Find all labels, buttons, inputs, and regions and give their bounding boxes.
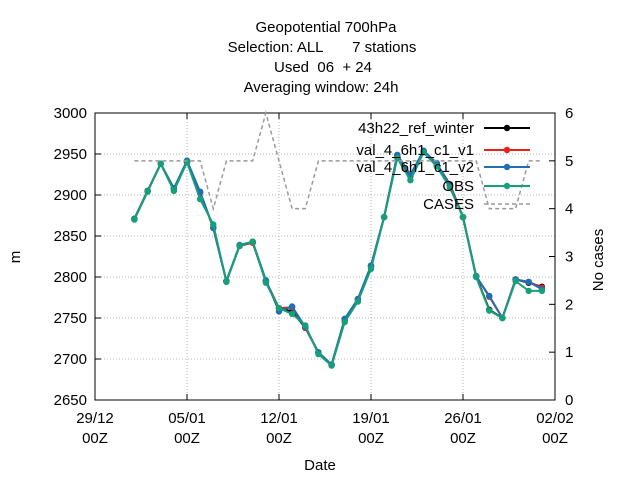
data-point (472, 273, 480, 281)
legend-label: CASES (423, 196, 474, 213)
x-axis-ticks: 29/12 00Z 05/01 00Z 12/01 00Z 19/01 00Z 26/01 00Z… (76, 113, 574, 447)
data-point (341, 318, 348, 326)
data-point (288, 310, 296, 318)
x-tick-label-date: 26/01 (444, 410, 482, 427)
y-tick-label: 3000 (54, 105, 87, 122)
data-point (380, 213, 388, 221)
legend-marker (503, 163, 511, 171)
data-point (446, 184, 454, 191)
legend-label: 43h22_ref_winter (358, 120, 474, 137)
data-point (157, 160, 164, 167)
data-point (420, 149, 427, 156)
data-point (328, 362, 335, 369)
legend-marker (503, 124, 511, 132)
data-point (459, 213, 467, 221)
y2-axis-label: No cases (590, 229, 607, 292)
x-tick-label-time: 00Z (358, 430, 384, 447)
data-point (223, 278, 230, 286)
y-tick-label: 2900 (54, 187, 87, 204)
data-point (249, 238, 256, 245)
data-point (170, 187, 178, 195)
x-axis-label: Date (304, 457, 336, 474)
series-4 (134, 110, 542, 212)
x-tick-label-time: 00Z (82, 430, 108, 447)
data-point (433, 163, 440, 170)
y2-tick-label: 0 (565, 392, 573, 409)
title-line-2: Selection: ALL 7 stations (228, 39, 417, 56)
data-point (131, 216, 138, 223)
grid (95, 113, 555, 400)
x-tick-label-date: 05/01 (168, 410, 206, 427)
title-line-1: Geopotential 700hPa (256, 19, 398, 36)
chart-title: Geopotential 700hPa Selection: ALL 7 sta… (228, 19, 417, 96)
legend-label: val_4_6h1_c1_v2 (356, 159, 474, 176)
y-tick-label: 2850 (54, 228, 87, 245)
legend-label: OBS (442, 178, 474, 195)
y-tick-label: 2800 (54, 269, 87, 286)
x-tick-label-date: 02/02 (536, 410, 574, 427)
series-line (133, 149, 543, 367)
data-point (525, 278, 532, 286)
data-point (407, 177, 414, 184)
data-point (315, 350, 322, 358)
axes (94, 112, 556, 401)
legend: 43h22_ref_winter val_4_6h1_c1_v1val_4_6h1… (356, 120, 530, 213)
data-point (236, 242, 243, 249)
x-tick-label-time: 00Z (450, 430, 476, 447)
y2-tick-label: 4 (565, 201, 573, 218)
x-tick-label-time: 00Z (266, 430, 292, 447)
series-group (131, 110, 546, 369)
plot-frame (94, 112, 556, 401)
series-line-cases (134, 110, 542, 212)
y-axis-ticks: 2650 2700 2750 2800 2850 2900 2950 3000 (54, 105, 101, 409)
y2-tick-label: 1 (565, 344, 573, 361)
x-tick-label-time: 00Z (174, 430, 200, 447)
data-point (538, 287, 546, 295)
y2-tick-label: 6 (565, 105, 573, 122)
legend-label: val_4_6h1_c1_v1 (356, 142, 474, 159)
x-tick-label-time: 00Z (542, 430, 568, 447)
y-axis-label: m (7, 251, 24, 264)
series-3 (131, 149, 546, 369)
data-point (262, 279, 270, 286)
data-point (302, 322, 309, 329)
data-point (275, 305, 283, 312)
x-tick-label-date: 19/01 (352, 410, 390, 427)
data-point (196, 195, 204, 203)
data-point (367, 265, 375, 272)
y-tick-label: 2650 (54, 392, 87, 409)
y-tick-label: 2950 (54, 146, 87, 163)
y-tick-label: 2750 (54, 310, 87, 327)
y2-tick-label: 2 (565, 296, 573, 313)
data-point (144, 188, 151, 195)
y2-tick-label: 3 (565, 249, 573, 266)
data-point (512, 277, 519, 285)
legend-marker (503, 182, 511, 190)
data-point (354, 298, 362, 305)
y2-tick-label: 5 (565, 153, 573, 170)
x-tick-label-date: 12/01 (260, 410, 298, 427)
data-point (394, 154, 401, 162)
x-tick-label-date: 29/12 (76, 410, 114, 427)
data-point (183, 159, 191, 166)
title-line-3: Used 06 + 24 (274, 59, 372, 76)
data-point (288, 303, 296, 310)
data-point (210, 221, 217, 228)
data-point (525, 287, 532, 295)
data-point (486, 292, 493, 300)
y2-axis-ticks: 0 1 2 3 4 5 6 (549, 105, 573, 409)
legend-marker (503, 146, 511, 154)
title-line-4: Averaging window: 24h (244, 79, 399, 96)
data-point (499, 314, 506, 322)
data-point (486, 307, 493, 314)
series-line (133, 150, 542, 368)
y-tick-label: 2700 (54, 351, 87, 368)
